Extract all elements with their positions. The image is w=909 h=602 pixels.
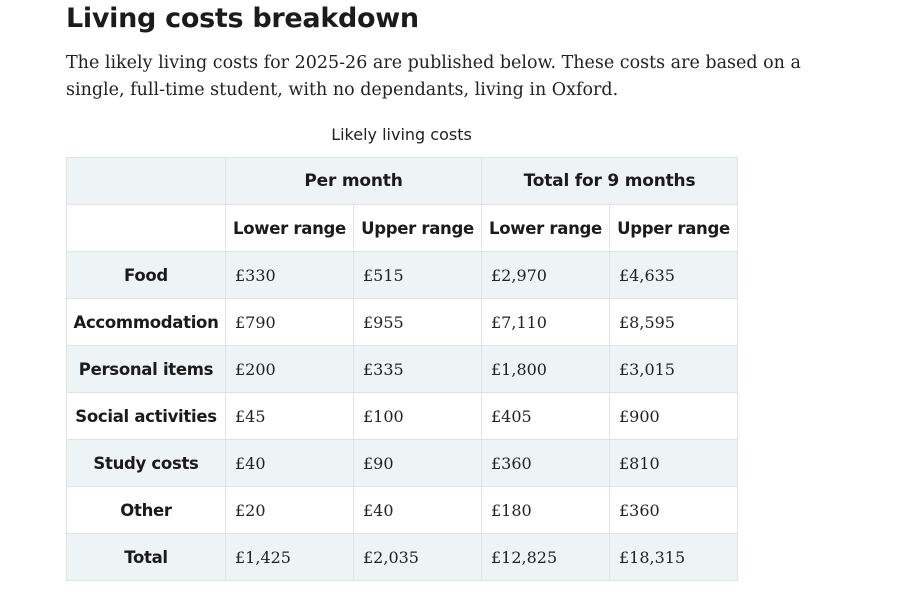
cell-value: £18,315	[608, 533, 739, 581]
cell-value: £12,825	[481, 533, 610, 581]
row-label: Study costs	[66, 439, 226, 487]
table-row: Personal items £200 £335 £1,800 £3,015	[66, 345, 739, 393]
cell-value: £3,015	[608, 345, 739, 393]
table-row: Food £330 £515 £2,970 £4,635	[66, 251, 739, 299]
column-header: Lower range	[481, 204, 610, 252]
table-row: Social activities £45 £100 £405 £900	[66, 392, 739, 440]
table-total-row: Total £1,425 £2,035 £12,825 £18,315	[66, 533, 739, 581]
row-label: Social activities	[66, 392, 226, 440]
row-label: Food	[66, 251, 226, 299]
group-header-total-9-months: Total for 9 months	[480, 157, 739, 205]
intro-paragraph: The likely living costs for 2025-26 are …	[66, 53, 801, 100]
cell-value: £40	[353, 486, 482, 534]
cell-value: £20	[225, 486, 354, 534]
cell-value: £180	[481, 486, 610, 534]
column-header: Upper range	[353, 204, 482, 252]
row-label: Other	[66, 486, 226, 534]
cell-value: £8,595	[608, 298, 739, 346]
table-subheader-row: Lower range Upper range Lower range Uppe…	[66, 204, 739, 252]
column-header: Upper range	[608, 204, 739, 252]
row-label: Total	[66, 533, 226, 581]
table-header-row: Per month Total for 9 months	[66, 157, 739, 205]
cell-value: £45	[225, 392, 354, 440]
cell-value: £360	[481, 439, 610, 487]
cell-value: £360	[608, 486, 739, 534]
cell-value: £515	[353, 251, 482, 299]
cell-value: £200	[225, 345, 354, 393]
cell-value: £7,110	[481, 298, 610, 346]
cell-value: £900	[608, 392, 739, 440]
page-title: Living costs breakdown	[66, 3, 419, 34]
cell-value: £330	[225, 251, 354, 299]
row-label: Personal items	[66, 345, 226, 393]
table-caption: Likely living costs	[331, 125, 472, 144]
column-header: Lower range	[225, 204, 354, 252]
table-row: Other £20 £40 £180 £360	[66, 486, 739, 534]
cell-value: £4,635	[608, 251, 739, 299]
table-corner-cell	[66, 157, 226, 205]
table-row: Study costs £40 £90 £360 £810	[66, 439, 739, 487]
cell-value: £790	[225, 298, 354, 346]
cell-value: £40	[225, 439, 354, 487]
cell-value: £405	[481, 392, 610, 440]
cell-value: £2,970	[481, 251, 610, 299]
group-header-per-month: Per month	[225, 157, 482, 205]
cell-value: £2,035	[353, 533, 482, 581]
table-row: Accommodation £790 £955 £7,110 £8,595	[66, 298, 739, 346]
cell-value: £1,800	[481, 345, 610, 393]
cell-value: £955	[353, 298, 482, 346]
living-costs-table: Per month Total for 9 months Lower range…	[66, 157, 739, 581]
table-corner-cell	[66, 204, 226, 252]
cell-value: £90	[353, 439, 482, 487]
cell-value: £1,425	[225, 533, 354, 581]
row-label: Accommodation	[66, 298, 226, 346]
cell-value: £810	[608, 439, 739, 487]
cell-value: £335	[353, 345, 482, 393]
cell-value: £100	[353, 392, 482, 440]
